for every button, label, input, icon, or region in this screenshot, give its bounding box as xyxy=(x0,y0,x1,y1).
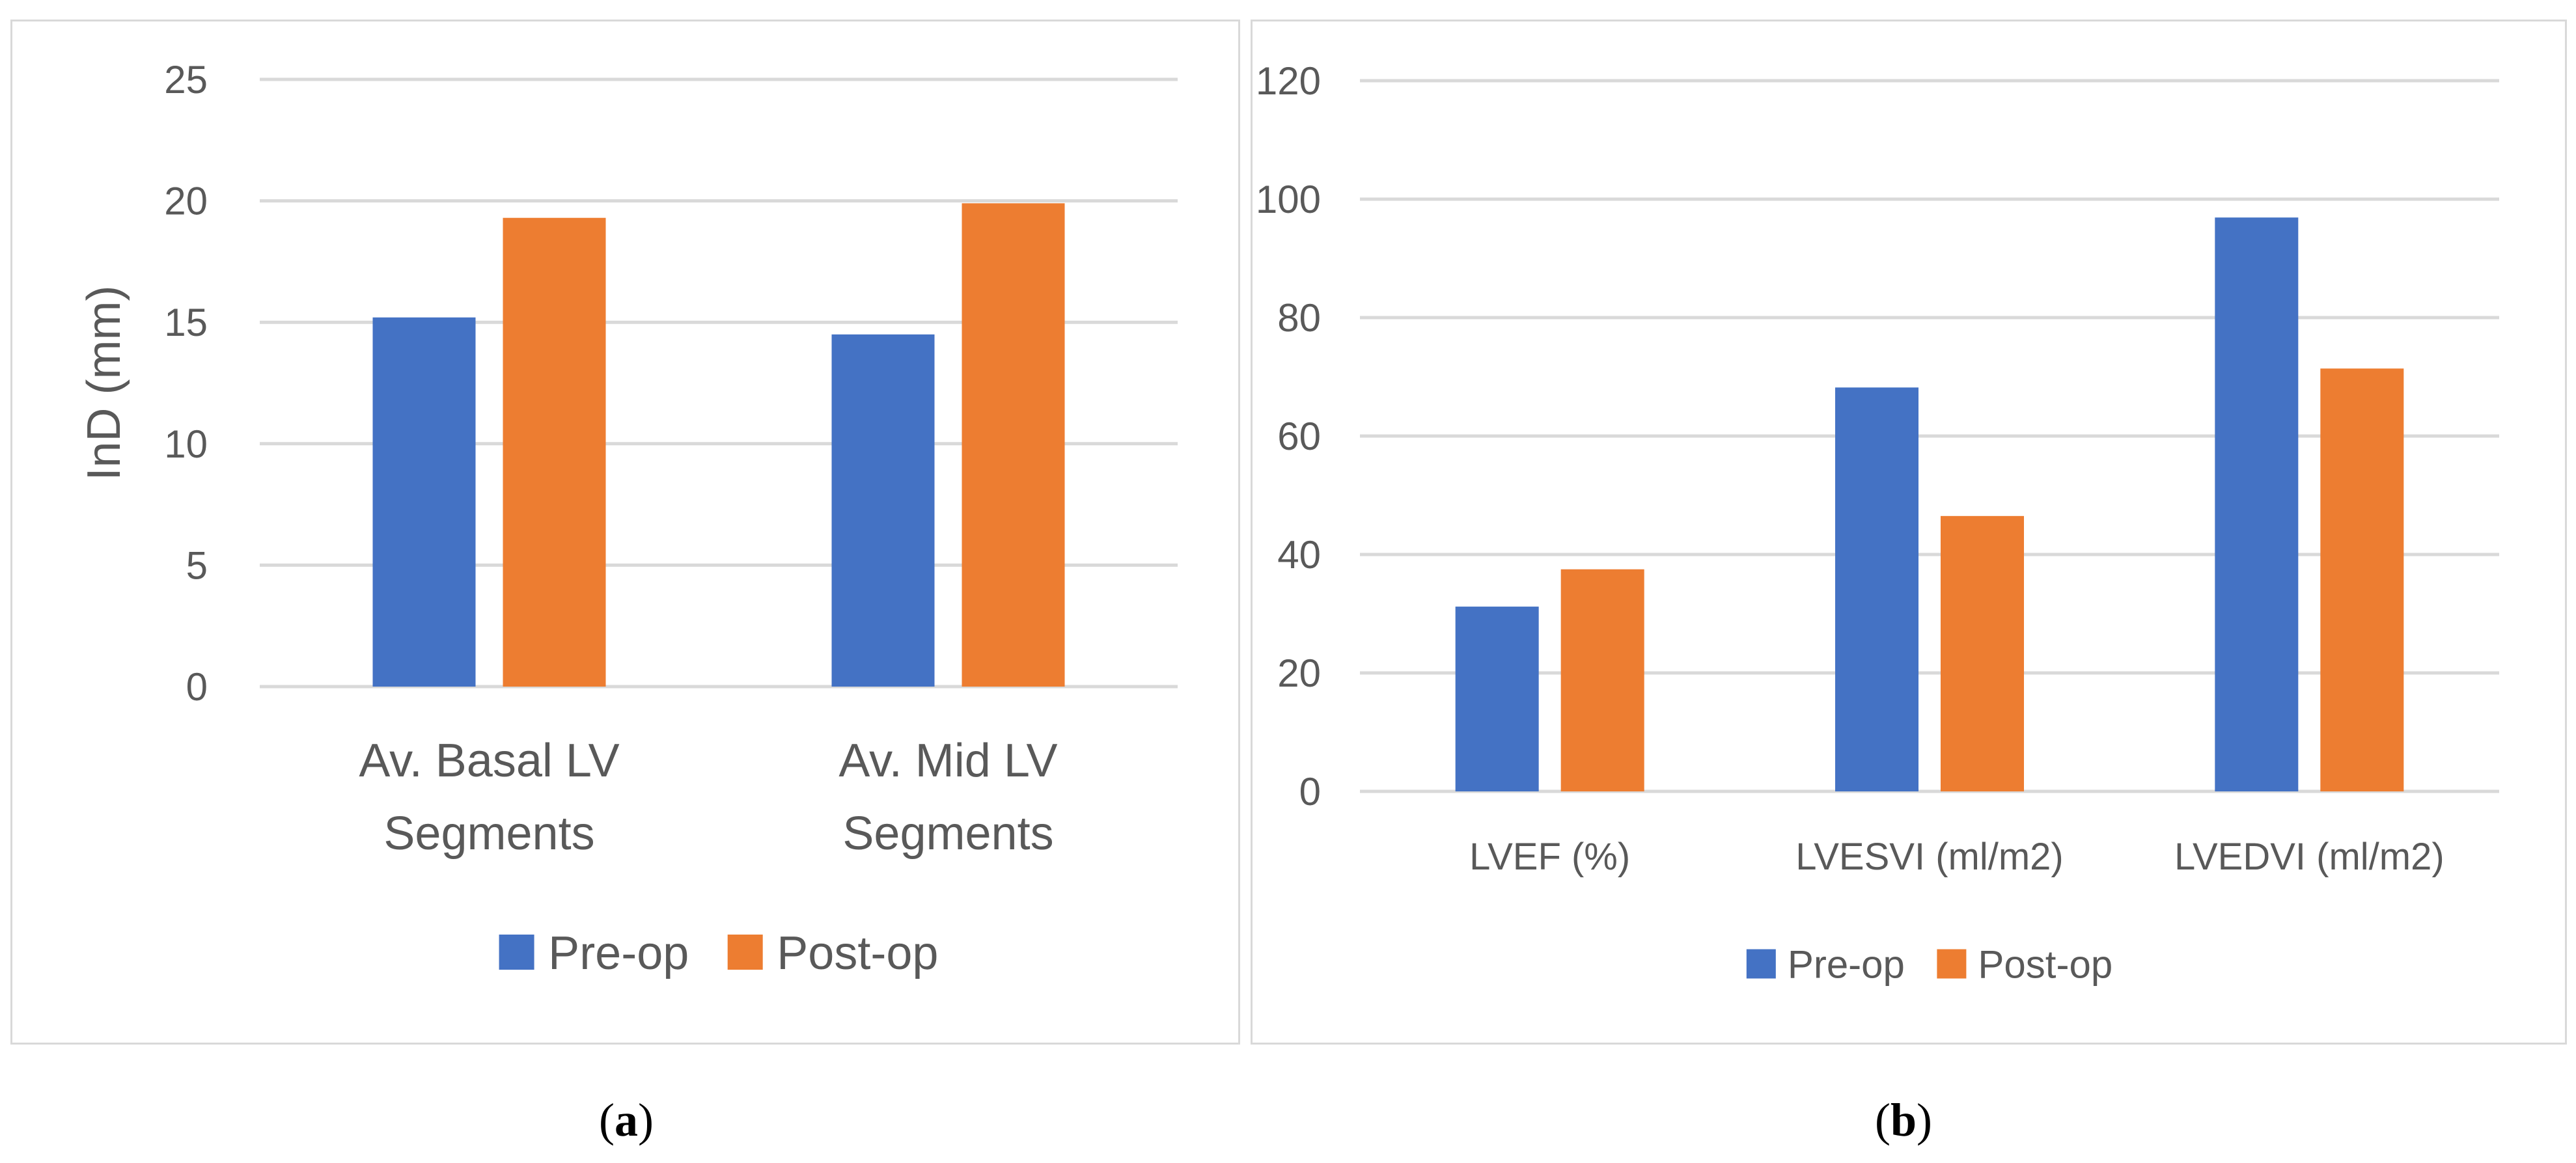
chart-a-y-tick-label: 5 xyxy=(186,543,208,587)
chart-b-category-label: LVEDVI (ml/m2) xyxy=(2174,836,2444,878)
chart-a-y-tick-label: 25 xyxy=(164,58,208,102)
chart-b-y-tick-label: 0 xyxy=(1299,770,1321,814)
chart-b-bar-post-op xyxy=(1941,515,2024,791)
chart-a-bar-pre-op xyxy=(372,317,476,687)
chart-b-legend-swatch-pre-op xyxy=(1746,949,1776,979)
chart-b-bar-post-op xyxy=(1560,569,1644,791)
chart-b-legend-label: Post-op xyxy=(1978,943,2112,987)
chart-a-legend-label: Post-op xyxy=(777,927,938,979)
chart-b-bar-post-op xyxy=(2320,368,2404,791)
chart-panel-b: 0 20 40 60 80 100 120 LVEF (%) LVESVI (ml/m2) LVE… xyxy=(1251,20,2567,1045)
chart-b-category-label: LVEF (%) xyxy=(1469,836,1630,878)
chart-b-bar-pre-op xyxy=(1835,387,1918,791)
chart-b-y-tick-label: 100 xyxy=(1256,178,1321,221)
chart-a-legend-swatch-post-op xyxy=(727,935,763,970)
chart-b-category-label: LVESVI (ml/m2) xyxy=(1795,836,2063,878)
chart-b-y-tick-label: 80 xyxy=(1277,296,1321,340)
chart-a-bar-post-op xyxy=(503,217,606,687)
chart-a-y-tick-label: 10 xyxy=(164,422,208,466)
chart-b-bar-pre-op xyxy=(2215,217,2299,792)
chart-a-category-label: Av. Basal LV xyxy=(359,735,619,787)
chart-a-y-tick-label: 0 xyxy=(186,665,208,709)
caption-a: (a) xyxy=(599,1094,654,1146)
chart-b-y-tick-label: 40 xyxy=(1277,533,1321,577)
chart-b-y-tick-label: 20 xyxy=(1277,651,1321,695)
chart-a-legend-label: Pre-op xyxy=(548,927,689,979)
chart-b-canvas: 0 20 40 60 80 100 120 LVEF (%) LVESVI (ml/m2) LVE… xyxy=(1256,59,2499,987)
chart-b-legend-label: Pre-op xyxy=(1788,943,1905,987)
chart-a-y-tick-label: 15 xyxy=(164,301,208,344)
chart-a-category-label: Segments xyxy=(842,808,1053,860)
chart-a-legend-swatch-pre-op xyxy=(499,935,534,970)
caption-b: (b) xyxy=(1875,1094,1933,1146)
chart-b-y-tick-label: 60 xyxy=(1277,415,1321,458)
chart-a-bar-post-op xyxy=(962,203,1065,687)
chart-a-bar-pre-op xyxy=(831,334,935,687)
chart-panel-a: 0 5 10 15 20 25 InD (mm) Av. Basal LV Segments Av… xyxy=(10,20,1240,1045)
chart-a-y-tick-label: 20 xyxy=(164,180,208,223)
chart-a-y-axis-label: InD (mm) xyxy=(78,286,130,481)
chart-b-y-tick-label: 120 xyxy=(1256,59,1321,103)
chart-a-canvas: 0 5 10 15 20 25 InD (mm) Av. Basal LV Segments Av… xyxy=(78,58,1178,979)
chart-a-category-label: Av. Mid LV xyxy=(838,735,1057,787)
chart-b-legend-swatch-post-op xyxy=(1937,949,1967,979)
chart-b-bar-pre-op xyxy=(1455,607,1539,791)
chart-a-category-label: Segments xyxy=(383,808,594,860)
